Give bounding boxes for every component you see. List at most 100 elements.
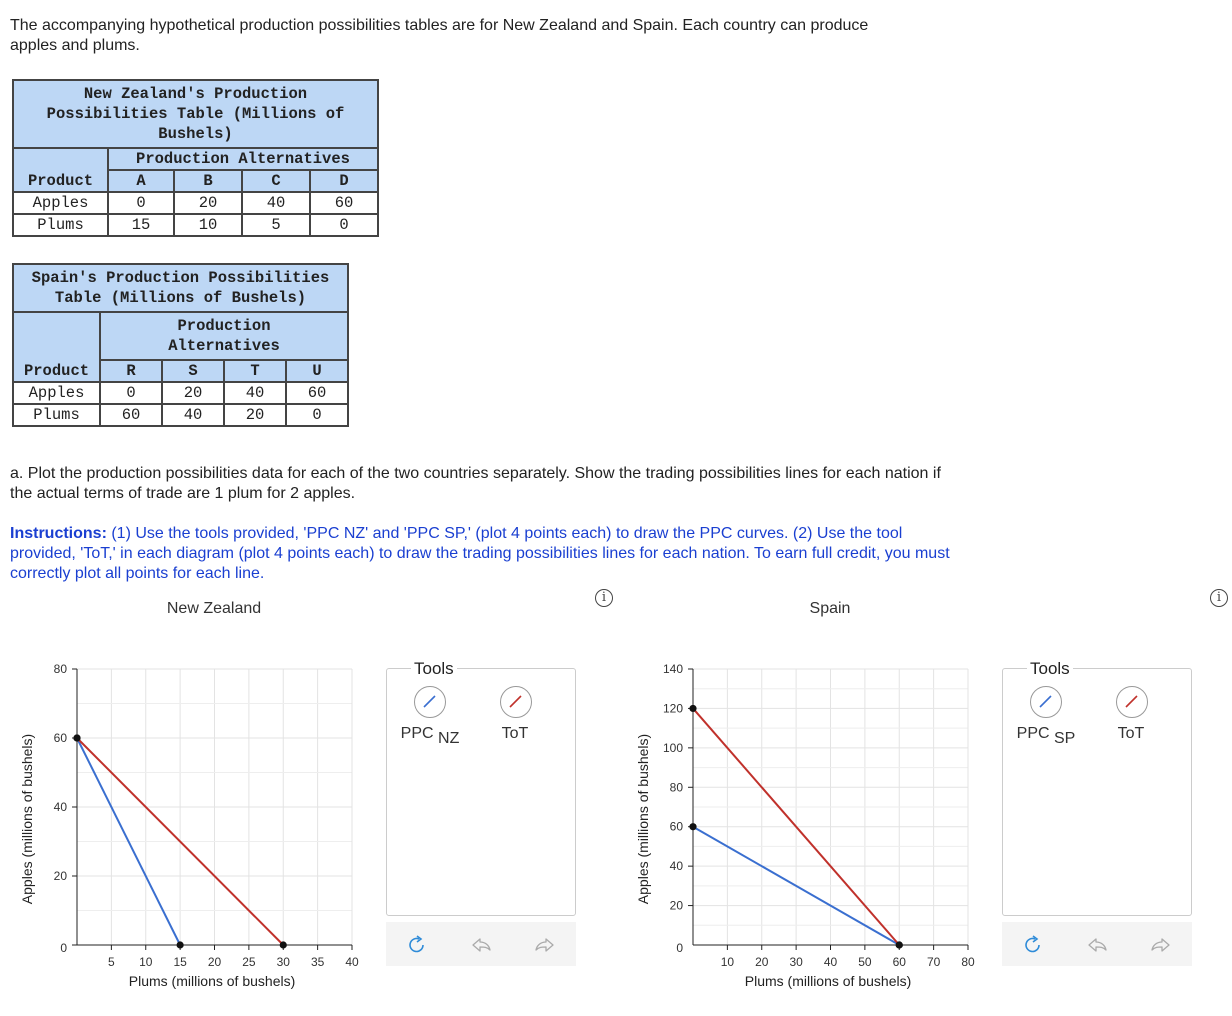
nz-info-icon[interactable]: i bbox=[595, 589, 613, 607]
sp-col-header: T bbox=[223, 359, 287, 383]
nz-ppc-tool-button[interactable] bbox=[414, 686, 446, 718]
intro-text: The accompanying hypothetical production… bbox=[10, 17, 869, 54]
sp-tools-label: Tools bbox=[1027, 659, 1073, 679]
table-cell: 20 bbox=[173, 191, 243, 215]
nz-chart-title: New Zealand bbox=[166, 600, 262, 617]
line-tool-icon bbox=[423, 695, 436, 708]
nz-y-axis-label: Apples (millions of bushels) bbox=[19, 734, 35, 904]
sp-tools-panel bbox=[1002, 668, 1192, 916]
x-tick-label: 30 bbox=[789, 955, 803, 969]
undo-icon[interactable] bbox=[1086, 934, 1108, 956]
x-tick-label: 35 bbox=[311, 955, 325, 969]
nz-tot-tool-label[interactable]: ToT bbox=[501, 725, 529, 742]
series-line bbox=[76, 737, 182, 946]
data-point bbox=[176, 941, 184, 949]
x-tick-label: 10 bbox=[139, 955, 153, 969]
sp-chart[interactable]: Apples (millions of bushels) Plums (mill… bbox=[616, 655, 996, 995]
data-point bbox=[279, 941, 287, 949]
sp-ppc-tool-button[interactable] bbox=[1030, 686, 1062, 718]
table-cell: 0 bbox=[285, 403, 349, 427]
line-tool-icon bbox=[1125, 695, 1138, 708]
table-cell: 60 bbox=[309, 191, 379, 215]
y-tick-label: 40 bbox=[670, 859, 684, 873]
x-tick-label: 5 bbox=[108, 955, 115, 969]
sp-ppc-tool-label[interactable]: PPC SP bbox=[1011, 725, 1081, 747]
table-row: Apples 0 20 40 60 bbox=[12, 191, 379, 215]
y-tick-label: 80 bbox=[670, 780, 684, 794]
sp-tool-actions bbox=[1002, 922, 1192, 966]
table-cell: 20 bbox=[161, 381, 225, 405]
data-point bbox=[689, 823, 697, 831]
nz-chart[interactable]: Apples (millions of bushels) Plums (mill… bbox=[0, 655, 380, 995]
table-cell: 60 bbox=[99, 403, 163, 427]
sp-alternatives-header: Production Alternatives bbox=[99, 311, 349, 361]
row-label: Plums bbox=[12, 403, 101, 427]
y-tick-label: 40 bbox=[54, 800, 68, 814]
sp-info-icon[interactable]: i bbox=[1210, 589, 1228, 607]
x-tick-label: 40 bbox=[824, 955, 838, 969]
instructions-text: Instructions: (1) Use the tools provided… bbox=[10, 524, 950, 584]
x-tick-label: 25 bbox=[242, 955, 256, 969]
redo-icon[interactable] bbox=[534, 934, 556, 956]
table-cell: 0 bbox=[107, 191, 175, 215]
nz-col-header: B bbox=[173, 169, 243, 193]
x-tick-label: 60 bbox=[893, 955, 907, 969]
x-tick-label: 15 bbox=[173, 955, 187, 969]
x-tick-label: 20 bbox=[208, 955, 222, 969]
x-tick-label: 50 bbox=[858, 955, 872, 969]
table-row: Apples 0 20 40 60 bbox=[12, 381, 349, 405]
sp-production-table: Spain's Production Possibilities Table (… bbox=[12, 263, 349, 427]
y-tick-label: 60 bbox=[670, 820, 684, 834]
x-tick-label: 20 bbox=[755, 955, 769, 969]
nz-product-header: Product bbox=[12, 147, 109, 193]
reset-icon[interactable] bbox=[406, 934, 428, 956]
row-label: Plums bbox=[12, 213, 109, 237]
sp-col-header: U bbox=[285, 359, 349, 383]
nz-col-header: D bbox=[309, 169, 379, 193]
reset-icon[interactable] bbox=[1022, 934, 1044, 956]
series-line bbox=[692, 825, 900, 946]
nz-table-title: New Zealand's Production Possibilities T… bbox=[12, 79, 379, 149]
table-row: Plums 60 40 20 0 bbox=[12, 403, 349, 427]
y-tick-label: 60 bbox=[54, 731, 68, 745]
nz-tools-panel bbox=[386, 668, 576, 916]
sp-chart-title: Spain bbox=[809, 600, 851, 617]
line-tool-icon bbox=[1039, 695, 1052, 708]
nz-tools-label: Tools bbox=[411, 659, 457, 679]
nz-col-header: C bbox=[241, 169, 311, 193]
y-tick-label: 140 bbox=[663, 662, 683, 676]
y-tick-label: 100 bbox=[663, 741, 683, 755]
nz-tot-tool-button[interactable] bbox=[500, 686, 532, 718]
sp-tot-tool-label[interactable]: ToT bbox=[1117, 725, 1145, 742]
y-tick-label: 20 bbox=[54, 869, 68, 883]
tool-label-main: PPC bbox=[400, 725, 434, 742]
nz-alternatives-header: Production Alternatives bbox=[107, 147, 379, 171]
series-line bbox=[76, 737, 284, 946]
nz-ppc-tool-label[interactable]: PPC NZ bbox=[395, 725, 465, 747]
nz-col-header: A bbox=[107, 169, 175, 193]
row-label: Apples bbox=[12, 191, 109, 215]
nz-production-table: New Zealand's Production Possibilities T… bbox=[12, 79, 379, 237]
y-tick-label: 80 bbox=[54, 662, 68, 676]
x-tick-label: 80 bbox=[961, 955, 975, 969]
table-row: Plums 15 10 5 0 bbox=[12, 213, 379, 237]
x-tick-label: 70 bbox=[927, 955, 941, 969]
instructions-body: (1) Use the tools provided, 'PPC NZ' and… bbox=[10, 525, 950, 582]
sp-table-title: Spain's Production Possibilities Table (… bbox=[12, 263, 349, 313]
table-cell: 40 bbox=[241, 191, 311, 215]
undo-icon[interactable] bbox=[470, 934, 492, 956]
redo-icon[interactable] bbox=[1150, 934, 1172, 956]
sp-tot-tool-button[interactable] bbox=[1116, 686, 1148, 718]
grid bbox=[693, 668, 969, 945]
table-cell: 10 bbox=[173, 213, 243, 237]
y-tick-label: 120 bbox=[663, 701, 683, 715]
table-cell: 20 bbox=[223, 403, 287, 427]
data-point bbox=[689, 704, 697, 713]
data-point bbox=[895, 941, 903, 949]
line-tool-icon bbox=[509, 695, 522, 708]
tool-label-sub: SP bbox=[1054, 730, 1076, 747]
x-tick-label: 40 bbox=[345, 955, 359, 969]
row-label: Apples bbox=[12, 381, 101, 405]
tool-label-sub: NZ bbox=[438, 730, 460, 747]
nz-x-axis-label: Plums (millions of bushels) bbox=[129, 973, 296, 989]
